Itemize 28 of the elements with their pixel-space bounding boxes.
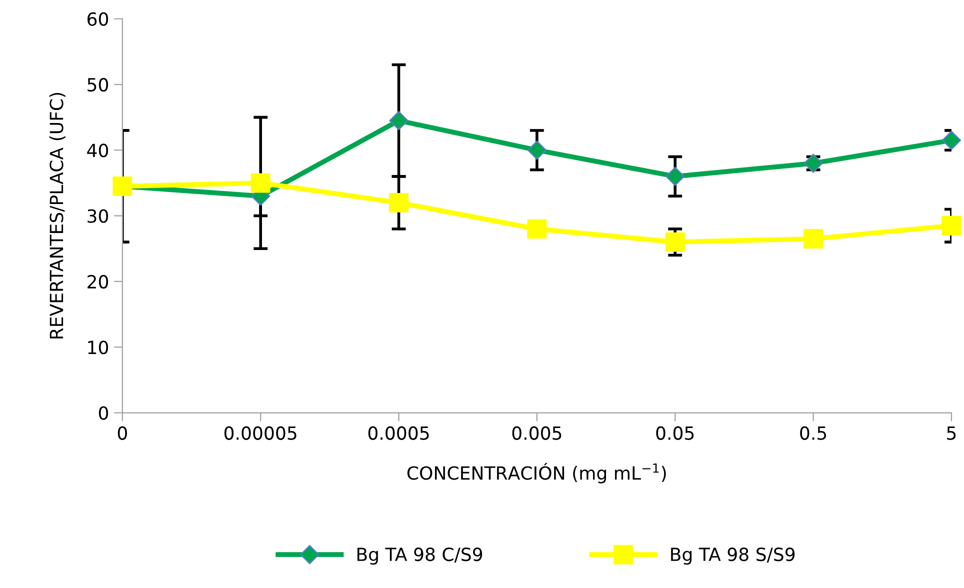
- x-tick-label: 5: [947, 426, 956, 440]
- point: [527, 219, 547, 239]
- x-tick-label: 0.0005: [368, 426, 429, 440]
- point: [942, 216, 962, 236]
- point: [389, 192, 408, 212]
- point: [250, 173, 270, 193]
- point: [666, 166, 685, 186]
- y-tick-label: 60: [88, 12, 108, 26]
- x-tick-label: 0.005: [512, 426, 562, 440]
- y-tick-label: 30: [88, 209, 108, 223]
- legend-label: Bg TA 98 S/S9: [671, 548, 795, 565]
- x-tick-label: 0.5: [800, 426, 826, 440]
- y-tick-label: 40: [87, 144, 108, 158]
- x-tick-label: 0.00005: [224, 426, 296, 440]
- x-axis-title: CONCENTRACIÓN (mg mL$^{−1}$): [407, 462, 666, 484]
- y-tick-label: 20: [88, 274, 108, 289]
- point: [665, 232, 685, 252]
- y-tick-label: 10: [88, 340, 108, 354]
- y-axis-title: REVERTANTES/PLACA (UFC): [49, 92, 66, 338]
- point: [389, 111, 408, 130]
- point: [942, 130, 961, 150]
- point: [527, 140, 546, 160]
- point: [804, 229, 824, 248]
- x-tick-label: 0: [118, 426, 127, 440]
- legend-label: Bg TA 98 C/S9: [357, 548, 482, 565]
- y-tick-label: 50: [88, 78, 108, 92]
- y-tick-label: 0: [98, 406, 108, 420]
- x-tick-label: 0.05: [656, 426, 694, 440]
